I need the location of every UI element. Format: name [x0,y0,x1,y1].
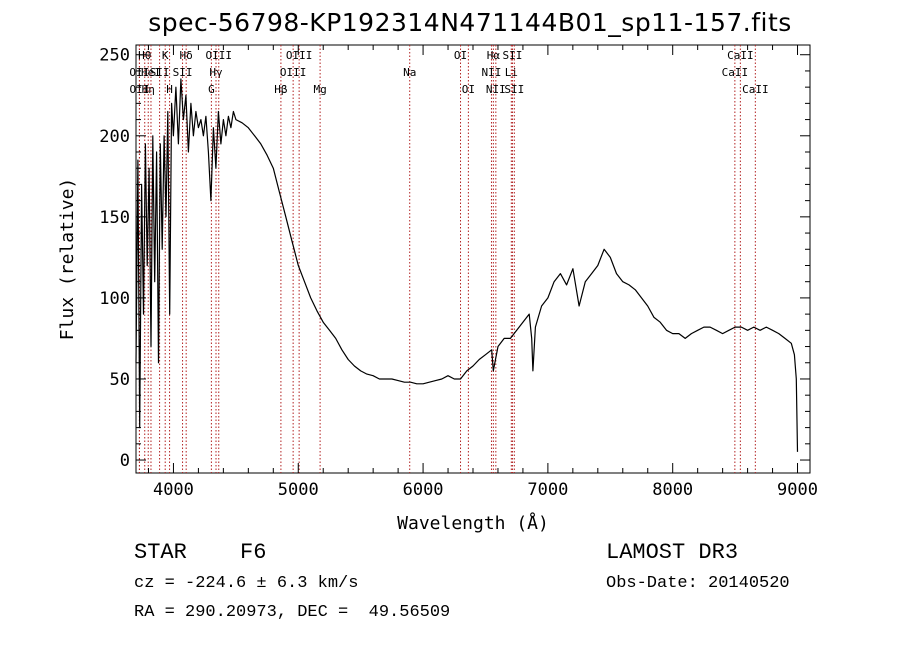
survey-label: LAMOST DR3 [606,540,739,565]
line-label-K: K [162,49,169,62]
redshift-cz: cz = -224.6 ± 6.3 km/s [134,574,359,593]
line-label-H: H [166,83,173,96]
x-axis-label: Wavelength (Å) [397,512,549,534]
line-label-NII: NII [482,66,502,79]
x-tick-label: 6000 [403,480,444,500]
chart-title: spec-56798-KP192314N471144B01_sp11-157.f… [148,8,792,37]
x-tick-label: 4000 [153,480,194,500]
line-label-OIII: OIII [286,49,313,62]
line-label-OI: OI [454,49,467,62]
plot-frame [135,44,811,474]
line-label-G: G [208,83,215,96]
line-label-Hθ: Hθ [138,49,151,62]
line-label-Li: Li [505,66,518,79]
y-tick-label: 250 [99,46,130,66]
line-label-CaII: CaII [722,66,749,79]
line-label-Hβ: Hβ [274,83,288,96]
line-label-Hγ: Hγ [209,66,223,79]
line-label-OI: OI [462,83,475,96]
y-tick-label: 200 [99,127,130,147]
line-label-CaII: CaII [742,83,769,96]
line-label-Na: Na [403,66,416,79]
line-label-OIII: OIII [280,66,307,79]
line-label-SII: SII [504,83,524,96]
subclass: F6 [240,540,267,565]
y-tick-label: 150 [99,208,130,228]
line-label-HeI: HeI [141,66,161,79]
x-tick-label: 7000 [527,480,568,500]
line-label-Hη: Hη [142,83,155,96]
line-label-SII: SII [150,66,170,79]
y-tick-label: 50 [110,370,130,390]
y-tick-label: 0 [120,451,130,471]
line-label-OII: OII [130,83,150,96]
line-label-OIII: OIII [206,49,233,62]
spectrum-line [135,78,799,452]
y-axis-label: Flux (relative) [57,178,78,341]
line-label-SII: SII [503,49,523,62]
line-label-Mg: Mg [313,83,326,96]
line-label-SII: SII [173,66,193,79]
obs-date: Obs-Date: 20140520 [606,574,790,593]
x-tick-label: 9000 [777,480,818,500]
x-tick-label: 8000 [652,480,693,500]
line-label-Hδ: Hδ [180,49,193,62]
x-tick-label: 5000 [278,480,319,500]
line-label-CaII: CaII [727,49,754,62]
line-label-NII: NII [486,83,506,96]
line-label-Hα: Hα [487,49,501,62]
line-label-OII: OII [129,66,149,79]
ra-dec: RA = 290.20973, DEC = 49.56509 [134,603,451,622]
y-tick-label: 100 [99,289,130,309]
object-class: STAR [134,540,187,565]
